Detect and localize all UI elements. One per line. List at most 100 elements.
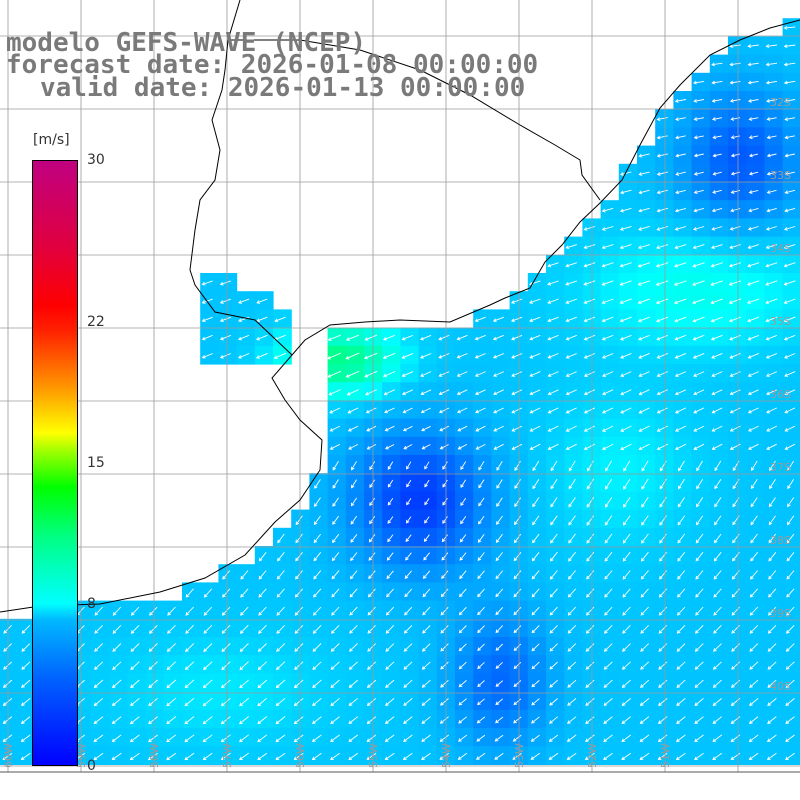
wind-cell: [455, 564, 474, 583]
wind-arrow: [21, 716, 31, 724]
wind-arrow: [385, 716, 395, 724]
wind-arrow: [369, 479, 376, 488]
wind-arrow: [424, 534, 430, 542]
wind-arrow-head: [513, 629, 518, 634]
wind-arrow-head: [750, 485, 755, 490]
wind-arrow-head: [585, 630, 590, 634]
wind-arrow-head: [748, 720, 753, 724]
wind-arrow-head: [693, 98, 698, 103]
wind-arrow: [623, 497, 631, 508]
wind-arrow-head: [368, 538, 373, 543]
wind-arrow: [350, 570, 358, 579]
wind-arrow: [620, 262, 632, 267]
wind-arrow: [406, 498, 412, 505]
wind-arrow: [674, 280, 687, 286]
wind-arrow: [346, 370, 360, 378]
wind-arrow: [623, 460, 631, 472]
wind-arrow: [385, 425, 395, 432]
wind-arrow-head: [711, 409, 716, 414]
wind-arrow-head: [787, 503, 791, 508]
wind-arrow-head: [421, 666, 426, 670]
wind-arrow: [493, 316, 505, 322]
wind-arrow-head: [622, 612, 626, 616]
wind-arrow: [294, 606, 304, 616]
wind-arrow: [513, 680, 522, 687]
wind-arrow: [638, 225, 650, 231]
wind-arrow: [477, 680, 485, 687]
wind-arrow: [294, 679, 304, 688]
wind-arrow-head: [676, 702, 680, 706]
wind-arrow: [548, 353, 559, 359]
wind-arrow: [220, 353, 232, 359]
wind-arrow: [602, 207, 614, 212]
wind-arrow: [731, 153, 740, 157]
wind-arrow: [638, 298, 651, 304]
wind-arrow: [532, 478, 540, 489]
wind-arrow: [640, 698, 650, 706]
wind-arrow: [203, 734, 213, 742]
wind-arrow-head: [529, 318, 534, 323]
wind-arrow: [586, 570, 595, 580]
wind-arrow-head: [203, 593, 208, 598]
wind-arrow-head: [166, 648, 171, 652]
wind-arrow-head: [638, 336, 642, 341]
wind-arrow: [277, 552, 285, 562]
wind-arrow: [566, 316, 577, 322]
wind-arrow: [786, 533, 795, 543]
wind-arrow: [639, 371, 650, 377]
wind-arrow: [713, 570, 722, 580]
wind-arrow: [511, 407, 523, 414]
wind-arrow: [694, 153, 704, 157]
wind-arrow-head: [692, 318, 697, 323]
wind-arrow-head: [693, 80, 697, 85]
wind-arrow-head: [604, 557, 609, 562]
wind-arrow: [406, 461, 412, 470]
wind-arrow-head: [675, 117, 679, 122]
wind-arrow: [366, 425, 377, 432]
wind-arrow-head: [748, 190, 753, 194]
wind-arrow: [639, 171, 650, 176]
wind-arrow: [329, 407, 341, 414]
wind-arrow-head: [547, 355, 552, 359]
wind-arrow-head: [565, 300, 570, 304]
wind-arrow: [477, 570, 485, 579]
wind-arrow: [658, 624, 668, 634]
wind-arrow: [221, 716, 231, 725]
longitude-label: 55W: [367, 743, 380, 768]
wind-arrow-head: [129, 738, 134, 743]
wind-cell: [673, 527, 693, 547]
wind-arrow: [202, 316, 213, 322]
wind-arrow-head: [640, 684, 644, 688]
wind-arrow-head: [695, 557, 700, 562]
wind-arrow-head: [637, 245, 642, 250]
wind-arrow-head: [421, 702, 426, 706]
wind-arrow: [442, 534, 448, 542]
wind-arrow-head: [514, 485, 518, 490]
wind-arrow-head: [421, 684, 426, 688]
wind-arrow: [424, 498, 430, 505]
wind-arrow: [130, 679, 140, 688]
wind-arrow-head: [273, 336, 278, 341]
wind-arrow-head: [712, 190, 717, 194]
wind-arrow: [749, 752, 759, 760]
wind-arrow: [514, 460, 521, 471]
wind-arrow: [747, 262, 760, 267]
wind-arrow-head: [148, 684, 152, 689]
wind-arrow-head: [714, 485, 718, 490]
wind-arrow-head: [696, 485, 700, 490]
wind-arrow: [348, 752, 359, 760]
wind-arrow-head: [387, 520, 392, 524]
wind-arrow: [512, 443, 523, 450]
wind-arrow-head: [694, 648, 699, 652]
wind-arrow-head: [403, 648, 408, 652]
wind-arrow-head: [655, 300, 660, 305]
wind-arrow: [604, 551, 613, 562]
wind-arrow-head: [784, 171, 789, 176]
wind-arrow-head: [729, 409, 734, 414]
wind-arrow-head: [495, 539, 500, 543]
wind-arrow-head: [348, 738, 353, 743]
wind-arrow-head: [258, 630, 262, 634]
wind-arrow: [383, 371, 396, 377]
wind-arrow: [565, 280, 578, 286]
wind-arrow-head: [531, 629, 536, 634]
